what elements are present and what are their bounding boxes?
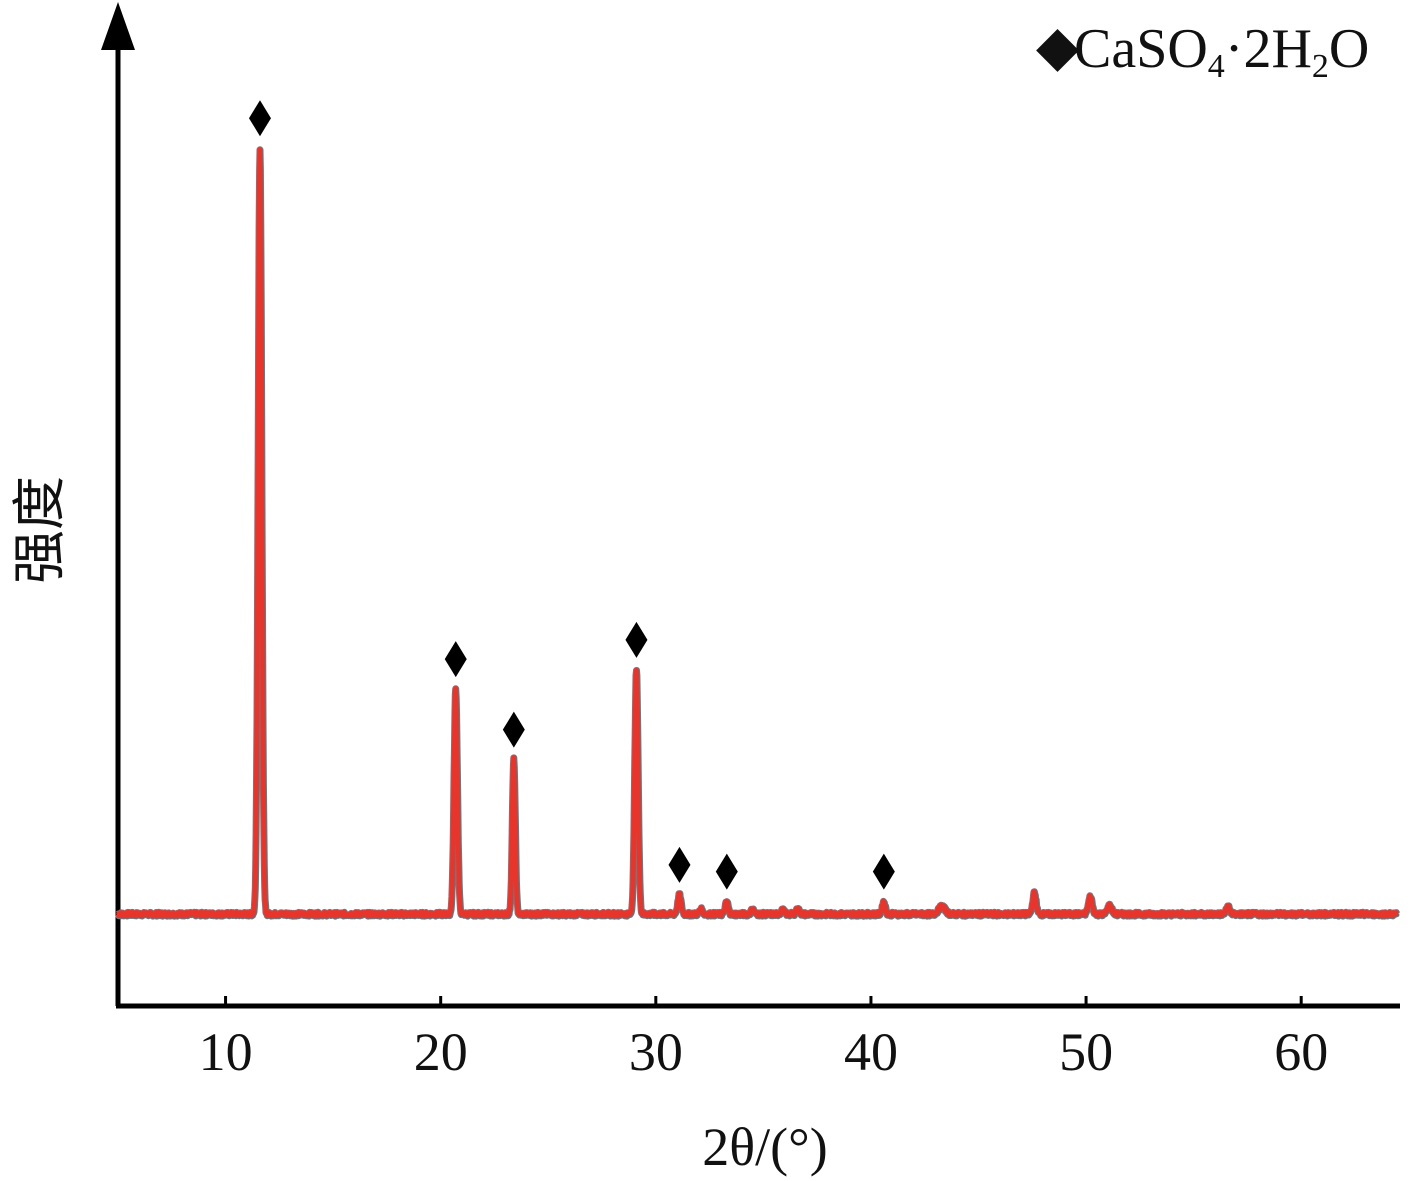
x-axis-title: 2θ/(°)	[702, 1117, 827, 1177]
legend-label: CaSO4·2H2O	[1074, 18, 1369, 85]
peak-marker-40.6	[872, 853, 895, 890]
legend-part-4: 2	[1312, 48, 1329, 85]
peak-marker-23.4	[502, 711, 525, 748]
peak-marker-29.1	[625, 621, 648, 658]
series-line-shadow	[114, 146, 1401, 920]
legend-marker: ◆	[1036, 16, 1079, 78]
y-axis-arrow	[101, 2, 135, 50]
x-tick-labels: 10 20 30 40 50 60	[199, 1022, 1329, 1082]
x-tick-label-40: 40	[844, 1022, 898, 1082]
legend-part-1: CaSO	[1074, 18, 1208, 80]
x-tick-label-20: 20	[414, 1022, 468, 1082]
x-ticks	[224, 996, 1303, 1006]
legend-part-2: 4	[1208, 48, 1225, 85]
peak-marker-31.1	[668, 846, 691, 883]
legend: ◆ CaSO4·2H2O	[1036, 16, 1369, 85]
x-tick-label-60: 60	[1274, 1022, 1328, 1082]
legend-part-3: ·2H	[1225, 18, 1312, 80]
peak-marker-20.7	[444, 641, 467, 678]
peak-markers	[248, 100, 895, 890]
legend-part-5: O	[1329, 18, 1369, 80]
x-tick-label-50: 50	[1059, 1022, 1113, 1082]
y-axis-title: 强度	[10, 476, 70, 584]
x-tick-label-10: 10	[199, 1022, 253, 1082]
peak-marker-11.6	[248, 100, 271, 137]
series-line	[115, 147, 1400, 919]
peak-marker-33.3	[715, 853, 738, 890]
x-tick-label-30: 30	[629, 1022, 683, 1082]
